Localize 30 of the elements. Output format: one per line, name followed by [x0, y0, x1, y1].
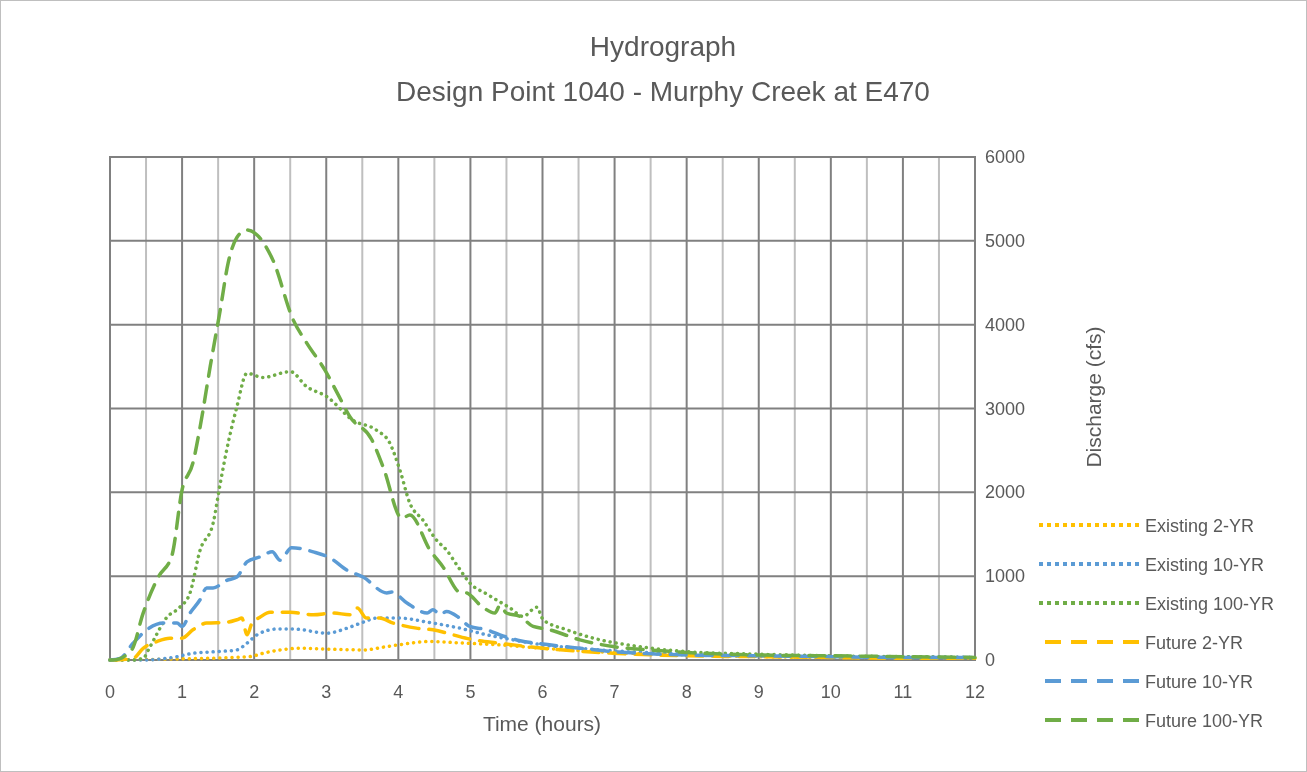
y2-tick-label: 2000: [985, 482, 1026, 503]
x-tick-label: 11: [893, 682, 913, 702]
x-tick-label: 8: [681, 682, 692, 702]
x-tick-label: 12: [964, 682, 986, 702]
chart-subtitle: Design Point 1040 - Murphy Creek at E470: [396, 76, 930, 107]
x-tick-label: 4: [393, 682, 404, 702]
legend-label: Existing 2-YR: [1145, 516, 1255, 536]
y2-tick-label: 5000: [985, 230, 1026, 251]
y2-tick-label: 1000: [985, 566, 1026, 587]
y2-tick-label: 6000: [985, 147, 1026, 167]
x-tick-label: 5: [465, 682, 476, 702]
x-tick-label: 2: [249, 682, 260, 702]
legend-label: Future 10-YR: [1145, 672, 1254, 692]
x-tick-label: 6: [537, 682, 548, 702]
y2-tick-label: 3000: [985, 398, 1026, 419]
x-tick-label: 0: [104, 682, 116, 702]
legend-label: Existing 10-YR: [1145, 555, 1265, 575]
x-tick-label: 1: [177, 682, 188, 702]
x-tick-label: 10: [820, 682, 841, 702]
y2-tick-label: 4000: [985, 314, 1026, 335]
chart-title: Hydrograph: [589, 31, 737, 62]
x-tick-label: 9: [753, 682, 764, 702]
legend-label: Existing 100-YR: [1145, 594, 1275, 614]
x-tick-label: 3: [321, 682, 332, 702]
y2-axis-title: Discharge (cfs): [1082, 326, 1105, 468]
x-axis-title: Time (hours): [482, 712, 602, 735]
x-tick-label: 7: [609, 682, 620, 702]
y2-tick-label: 0: [985, 650, 996, 670]
legend-label: Future 2-YR: [1145, 633, 1244, 653]
legend-label: Future 100-YR: [1145, 711, 1264, 731]
